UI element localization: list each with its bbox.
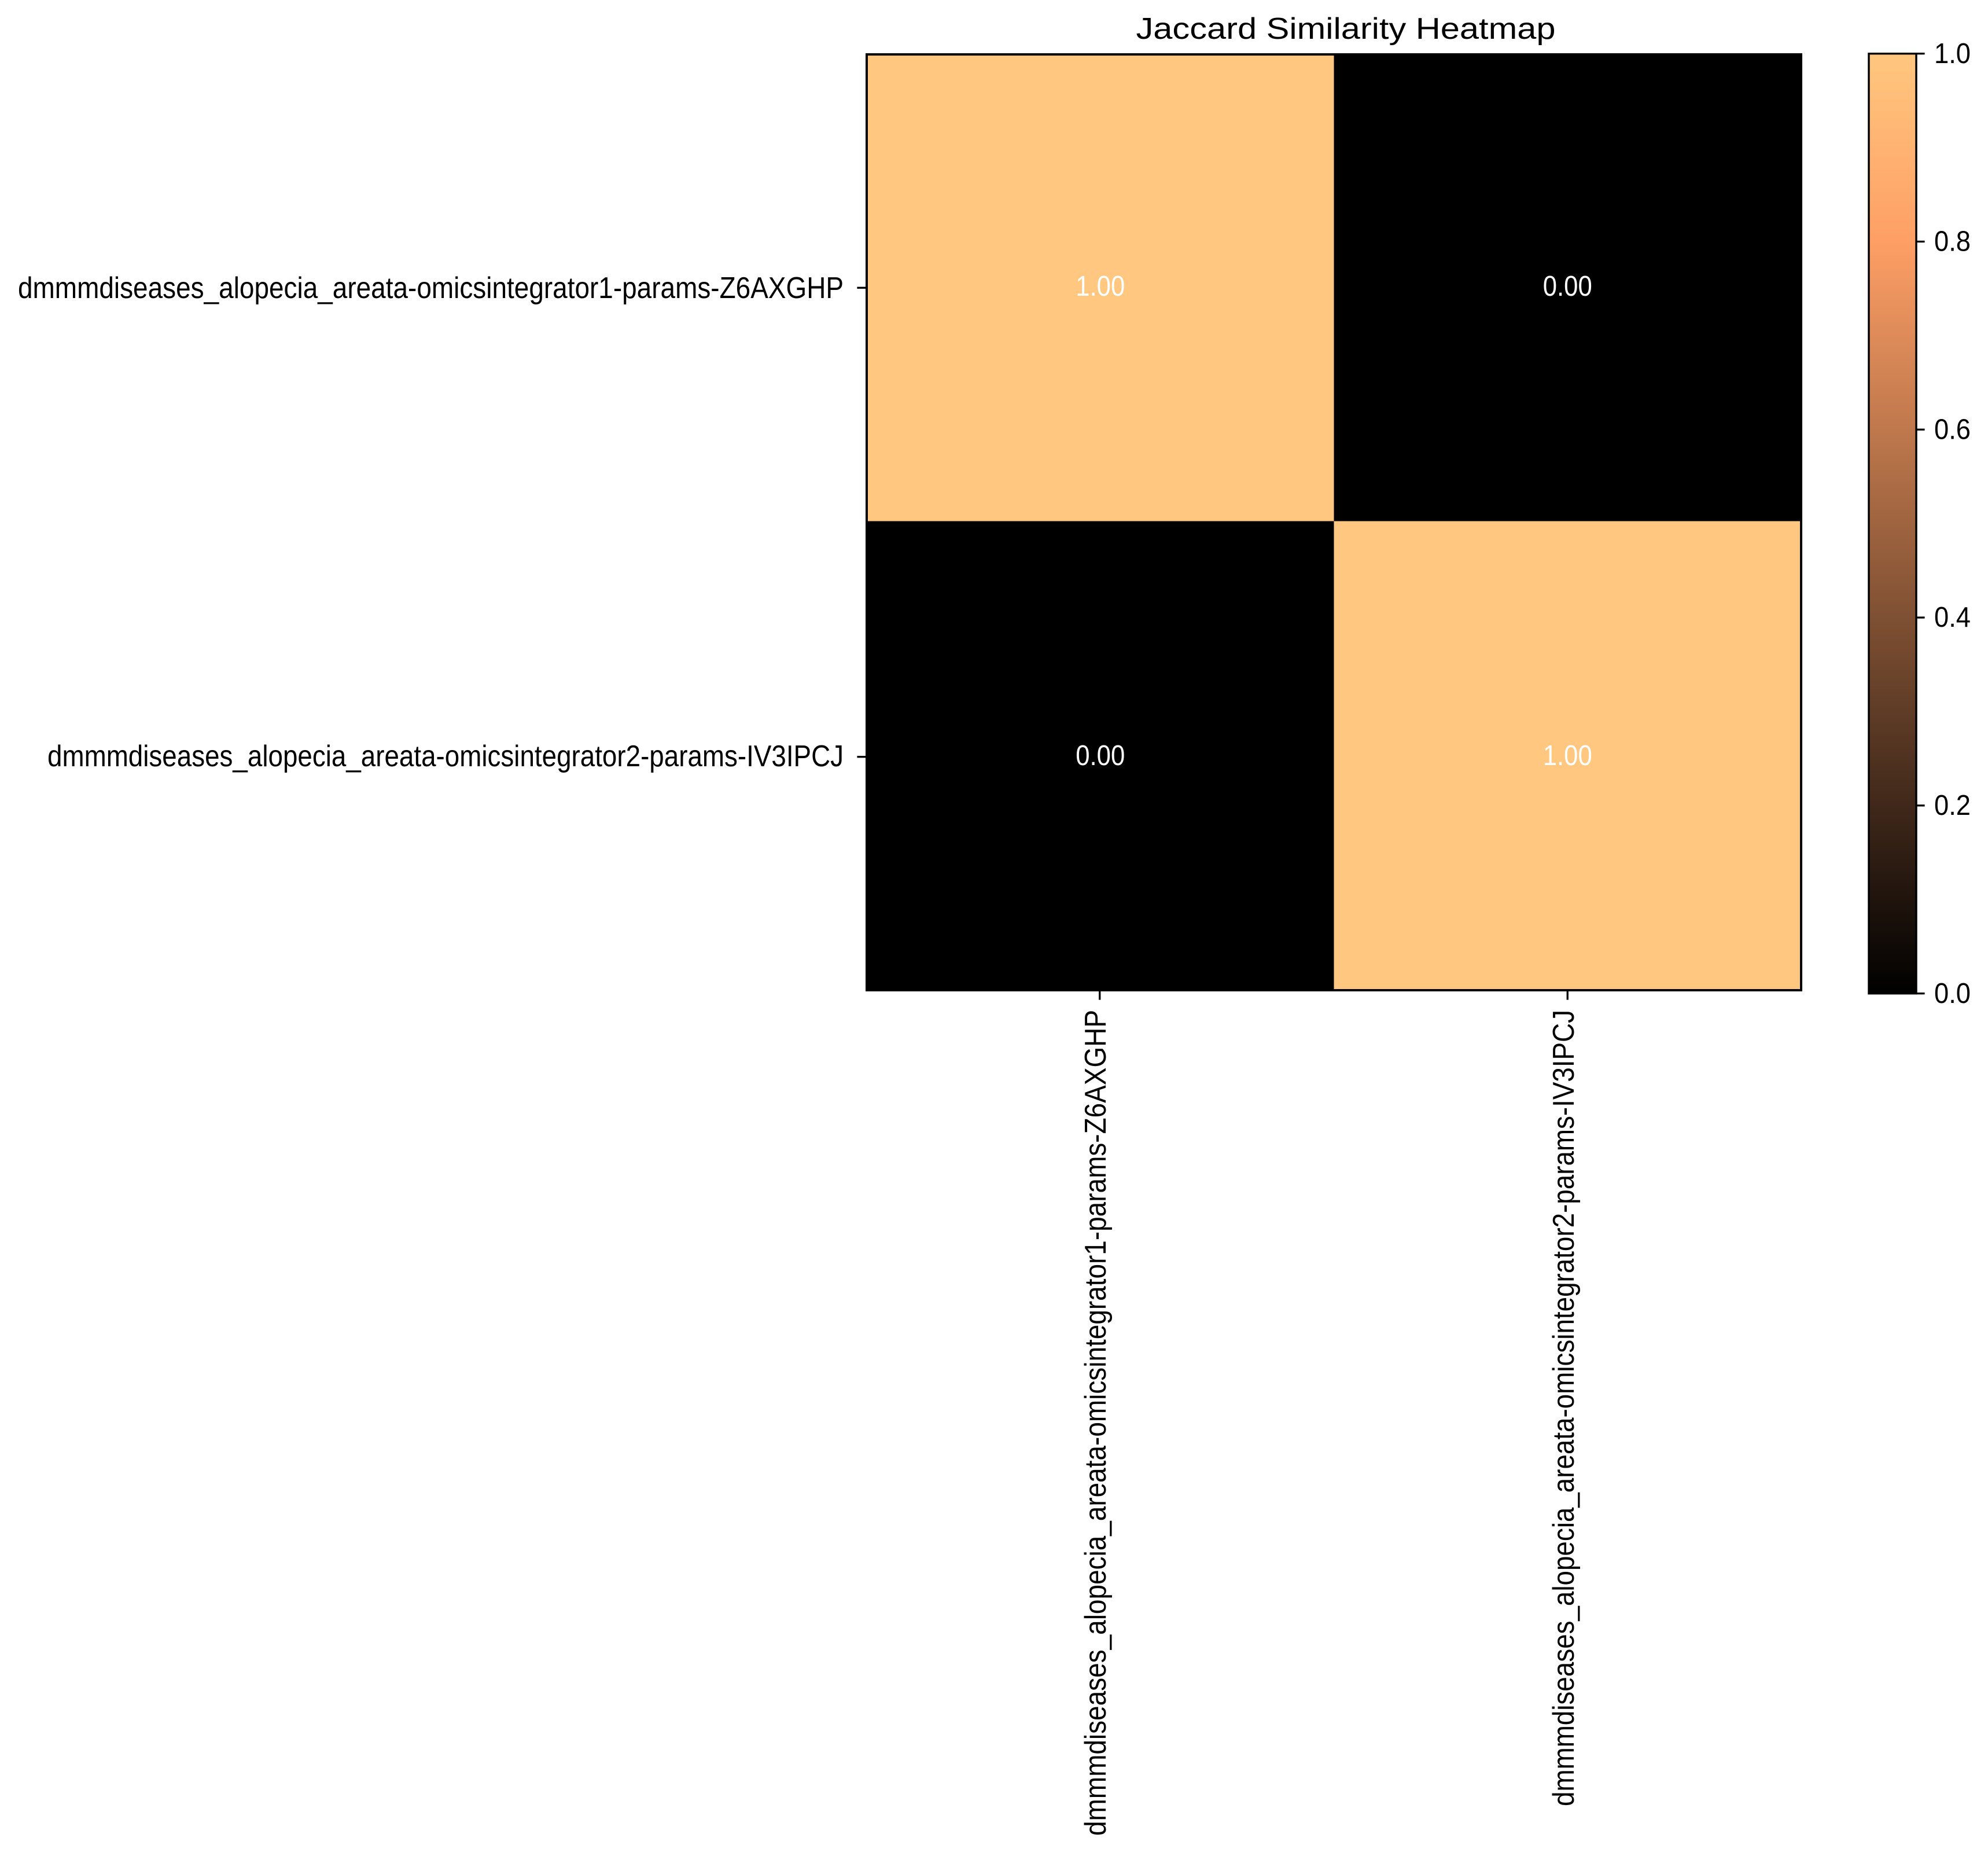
svg-text:0.6: 0.6	[1934, 414, 1971, 445]
svg-text:0.00: 0.00	[1543, 271, 1592, 302]
svg-text:0.2: 0.2	[1934, 790, 1971, 821]
svg-text:dmmmdiseases_alopecia_areata-o: dmmmdiseases_alopecia_areata-omicsintegr…	[1079, 1010, 1113, 1836]
svg-text:0.00: 0.00	[1076, 740, 1125, 771]
svg-text:0.4: 0.4	[1934, 602, 1971, 633]
svg-text:dmmmdiseases_alopecia_areata-o: dmmmdiseases_alopecia_areata-omicsintegr…	[1547, 1010, 1581, 1806]
svg-text:Jaccard Similarity Heatmap: Jaccard Similarity Heatmap	[1136, 12, 1556, 46]
svg-text:1.00: 1.00	[1076, 271, 1125, 302]
svg-text:dmmmdiseases_alopecia_areata-o: dmmmdiseases_alopecia_areata-omicsintegr…	[18, 271, 844, 305]
svg-text:dmmmdiseases_alopecia_areata-o: dmmmdiseases_alopecia_areata-omicsintegr…	[47, 740, 844, 773]
svg-text:0.0: 0.0	[1934, 978, 1971, 1009]
svg-text:1.0: 1.0	[1934, 38, 1971, 69]
svg-text:0.8: 0.8	[1934, 226, 1971, 258]
svg-text:1.00: 1.00	[1543, 740, 1592, 771]
